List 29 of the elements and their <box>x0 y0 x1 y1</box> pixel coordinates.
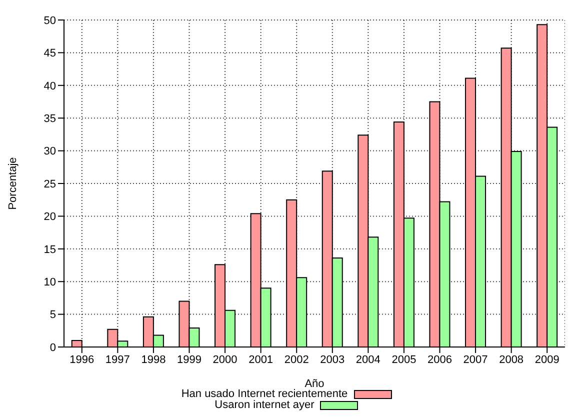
x-tick-label: 1999 <box>177 354 202 366</box>
x-tick-label: 2006 <box>428 354 452 366</box>
y-tick-label: 15 <box>44 244 56 256</box>
x-tick-label: 2004 <box>356 354 380 366</box>
x-axis-title: Año <box>304 378 324 390</box>
x-tick-label: 2000 <box>212 354 238 366</box>
y-tick-label: 35 <box>44 113 56 126</box>
y-tick-label: 50 <box>44 14 56 27</box>
x-tick-label: 1998 <box>141 354 166 366</box>
x-tick-label: 2009 <box>534 354 560 366</box>
legend-label: Usaron internet ayer <box>214 399 314 411</box>
x-tick-label: 1996 <box>70 354 94 366</box>
x-tick-label: 2003 <box>320 354 345 366</box>
y-tick-label: 40 <box>44 80 56 92</box>
x-tick-label: 2001 <box>248 354 274 366</box>
x-tick-label: 2008 <box>499 354 524 366</box>
y-tick-label: 10 <box>44 276 56 289</box>
legend-label: Han usado Internet recientemente <box>181 388 348 400</box>
x-tick-label: 2005 <box>392 354 416 366</box>
y-tick-label: 25 <box>44 178 56 190</box>
y-tick-label: 0 <box>50 342 56 354</box>
y-axis-title: Porcentaje <box>6 157 19 210</box>
y-tick-label: 45 <box>44 48 56 60</box>
y-tick-label: 5 <box>50 309 56 322</box>
y-tick-label: 20 <box>44 211 56 224</box>
y-tick-label: 30 <box>44 146 56 158</box>
x-tick-label: 1997 <box>105 354 130 366</box>
x-tick-label: 2002 <box>284 354 309 366</box>
x-tick-label: 2007 <box>463 354 488 366</box>
